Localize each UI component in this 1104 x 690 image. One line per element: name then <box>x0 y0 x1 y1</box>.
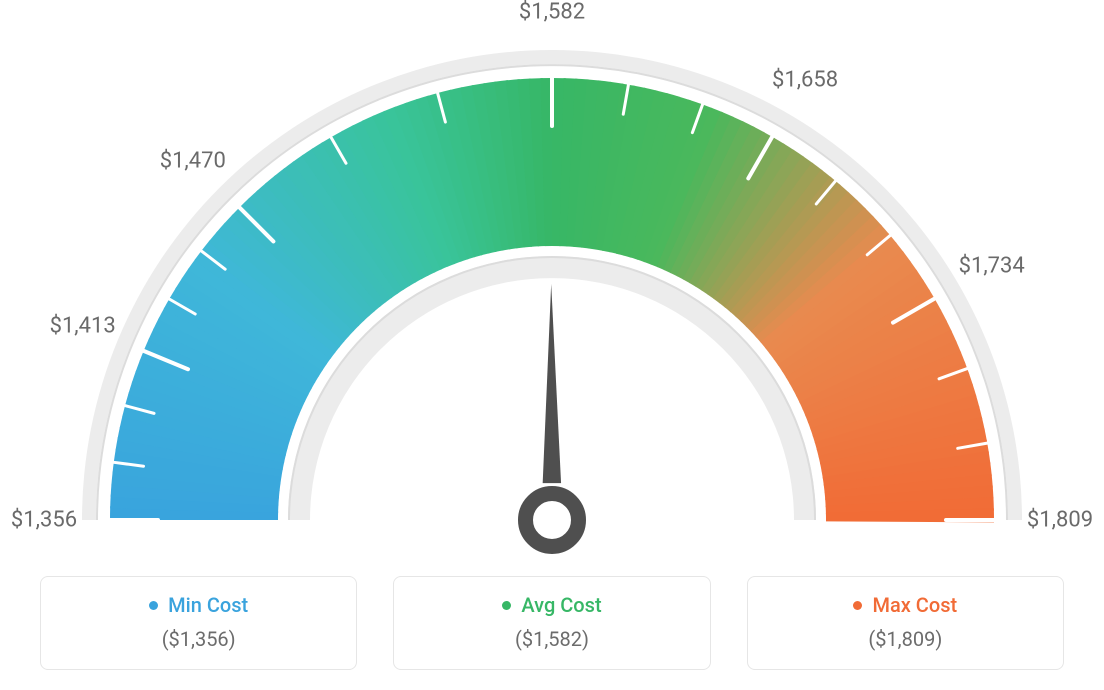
legend-value-avg: ($1,582) <box>414 627 689 651</box>
gauge-tick-label: $1,809 <box>1027 508 1093 533</box>
gauge-tick-label: $1,413 <box>50 313 116 338</box>
legend-title-max: Max Cost <box>853 593 957 617</box>
gauge-tick-label: $1,734 <box>959 253 1025 278</box>
legend-dot-min <box>149 601 158 610</box>
legend-label-avg: Avg Cost <box>521 593 601 617</box>
legend-card-avg: Avg Cost ($1,582) <box>393 576 710 670</box>
gauge-chart: $1,356 $1,413 $1,470 $1,582 $1,658 $1,734 $1,8… <box>0 0 1104 560</box>
legend-title-min: Min Cost <box>149 593 248 617</box>
legend-value-min: ($1,356) <box>61 627 336 651</box>
gauge-tick-label: $1,470 <box>160 148 226 173</box>
gauge-tick-label: $1,658 <box>772 67 838 92</box>
legend-row: Min Cost ($1,356) Avg Cost ($1,582) Max … <box>0 576 1104 670</box>
gauge-tick-label: $1,582 <box>519 0 585 25</box>
legend-card-max: Max Cost ($1,809) <box>747 576 1064 670</box>
legend-label-min: Min Cost <box>168 593 248 617</box>
legend-label-max: Max Cost <box>872 593 957 617</box>
legend-title-avg: Avg Cost <box>502 593 601 617</box>
legend-card-min: Min Cost ($1,356) <box>40 576 357 670</box>
gauge-svg <box>0 0 1104 560</box>
legend-value-max: ($1,809) <box>768 627 1043 651</box>
legend-dot-max <box>853 601 862 610</box>
legend-dot-avg <box>502 601 511 610</box>
gauge-tick-label: $1,356 <box>11 508 77 533</box>
